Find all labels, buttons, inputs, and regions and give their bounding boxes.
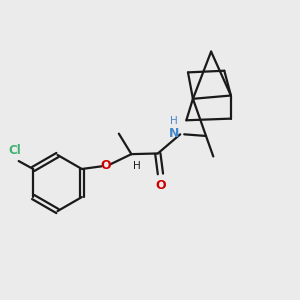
- Text: O: O: [155, 179, 166, 192]
- Text: N: N: [169, 127, 179, 140]
- Text: H: H: [170, 116, 178, 126]
- Text: H: H: [134, 161, 141, 171]
- Text: Cl: Cl: [8, 144, 21, 157]
- Text: O: O: [100, 159, 111, 172]
